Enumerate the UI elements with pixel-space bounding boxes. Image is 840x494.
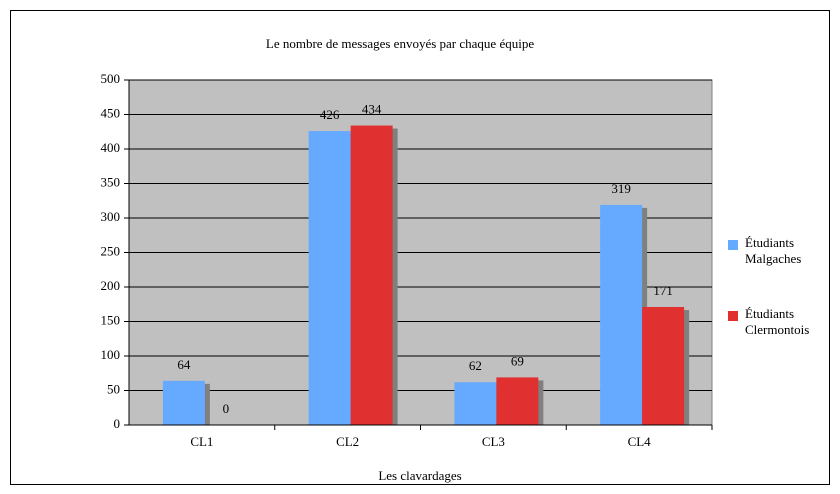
legend-swatch xyxy=(728,240,738,250)
y-tick-label: 500 xyxy=(101,71,121,86)
x-tick-label: CL3 xyxy=(482,434,505,449)
y-tick-label: 300 xyxy=(101,209,121,224)
data-label: 0 xyxy=(223,401,230,416)
y-tick-label: 400 xyxy=(101,140,121,155)
x-tick-label: CL2 xyxy=(336,434,359,449)
data-label: 319 xyxy=(611,181,631,196)
bar xyxy=(496,377,539,425)
bar xyxy=(162,380,205,425)
x-tick-label: CL4 xyxy=(628,434,652,449)
y-tick-label: 350 xyxy=(101,174,121,189)
data-label: 62 xyxy=(469,358,482,373)
y-tick-label: 50 xyxy=(107,381,120,396)
bar xyxy=(600,204,643,425)
data-label: 434 xyxy=(362,102,382,117)
x-axis-label: Les clavardages xyxy=(378,468,461,483)
legend-label: Étudiants Clermontois xyxy=(745,306,810,337)
bar xyxy=(454,382,497,425)
legend-label: Étudiants Malgaches xyxy=(745,235,802,266)
data-label: 426 xyxy=(320,107,340,122)
bar xyxy=(308,131,351,425)
y-tick-label: 0 xyxy=(114,416,121,431)
data-label: 171 xyxy=(653,283,673,298)
bar xyxy=(350,125,393,425)
data-label: 69 xyxy=(511,353,524,368)
x-tick-label: CL1 xyxy=(190,434,213,449)
y-tick-label: 150 xyxy=(101,312,121,327)
bar xyxy=(642,307,685,425)
legend-swatch xyxy=(728,311,738,321)
y-tick-label: 200 xyxy=(101,278,121,293)
y-tick-label: 100 xyxy=(101,347,121,362)
data-label: 64 xyxy=(177,357,191,372)
y-tick-label: 250 xyxy=(101,243,121,258)
chart-title: Le nombre de messages envoyés par chaque… xyxy=(266,36,534,51)
y-tick-label: 450 xyxy=(101,105,121,120)
